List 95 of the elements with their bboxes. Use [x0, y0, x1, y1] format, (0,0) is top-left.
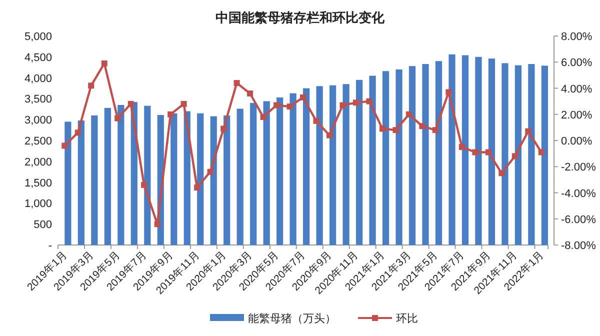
point — [485, 149, 492, 156]
y-tick-label: 2,000 — [24, 156, 52, 168]
y-tick-label: 3,500 — [24, 94, 52, 106]
point — [180, 100, 187, 107]
point — [406, 111, 412, 118]
y-tick-label: 500 — [34, 219, 52, 232]
bar — [224, 115, 230, 245]
bar — [514, 65, 522, 245]
y2-tick-label: 0.00% — [561, 136, 592, 148]
point — [419, 123, 426, 130]
y-tick-label: 4,000 — [24, 72, 52, 85]
point — [352, 100, 359, 106]
bar — [64, 122, 72, 245]
bar — [197, 113, 204, 245]
point — [498, 170, 505, 176]
y2-tick-label: 6.00% — [561, 57, 592, 70]
point — [379, 126, 386, 132]
bar — [210, 116, 217, 245]
bar — [104, 108, 111, 245]
bar — [342, 84, 350, 245]
legend-label: 能繁母猪（万头） — [248, 312, 336, 325]
bar — [184, 111, 190, 245]
bar — [502, 63, 508, 245]
chart-title: 中国能繁母猪存栏和环比变化 — [216, 10, 386, 25]
point — [326, 132, 332, 138]
y2-tick-label: -4.00% — [561, 188, 596, 200]
point — [446, 89, 452, 96]
point — [101, 60, 108, 66]
point — [88, 82, 94, 89]
y2-tick-label: -6.00% — [561, 214, 596, 226]
point — [525, 128, 532, 134]
bar — [528, 64, 535, 245]
bar — [250, 102, 257, 245]
point — [114, 115, 121, 122]
point — [366, 98, 372, 104]
bar — [170, 113, 178, 245]
y2-tick-label: -8.00% — [561, 240, 596, 252]
bar — [382, 71, 390, 245]
point — [74, 130, 81, 136]
bar — [303, 88, 310, 245]
point — [300, 94, 306, 100]
bar — [369, 76, 376, 245]
bar — [435, 61, 442, 245]
bar — [276, 97, 284, 245]
bar — [236, 108, 244, 245]
bar — [396, 69, 402, 245]
point — [392, 127, 399, 134]
point — [432, 127, 438, 134]
bar — [422, 64, 429, 245]
bar — [488, 58, 496, 245]
point — [194, 184, 200, 191]
y-tick-label: 4,500 — [24, 52, 52, 64]
point — [458, 144, 465, 150]
point — [286, 104, 293, 110]
point — [234, 80, 240, 86]
point — [62, 142, 68, 149]
point — [512, 153, 518, 160]
point — [260, 114, 266, 120]
y2-tick-label: 8.00% — [561, 31, 592, 43]
y-tick-label: 1,000 — [24, 198, 52, 210]
point — [313, 118, 320, 124]
point — [141, 182, 148, 188]
bar — [290, 93, 296, 245]
point — [154, 221, 160, 228]
bar — [78, 120, 84, 245]
point — [168, 111, 174, 118]
legend-label: 环比 — [396, 312, 418, 325]
point — [472, 149, 478, 156]
bar — [263, 101, 270, 245]
y2-tick-label: 4.00% — [561, 83, 592, 96]
bar — [118, 104, 124, 245]
bar — [448, 54, 456, 245]
y-tick-label: 1,500 — [24, 177, 52, 190]
y-tick-label: 2,500 — [24, 136, 52, 148]
bar — [462, 55, 469, 245]
y-tick-label: 3,000 — [24, 114, 52, 127]
bar — [541, 66, 548, 245]
y-tick-label: - — [48, 240, 52, 252]
point — [340, 102, 346, 108]
y2-tick-label: 2.00% — [561, 109, 592, 122]
y2-tick-label: -2.00% — [561, 162, 596, 174]
y-tick-label: 5,000 — [24, 31, 52, 43]
bar — [91, 115, 98, 245]
bar — [144, 106, 151, 245]
point — [247, 90, 254, 96]
bar — [408, 66, 416, 245]
point — [207, 168, 214, 175]
bar — [329, 85, 336, 245]
point — [538, 149, 544, 156]
point — [274, 102, 280, 108]
bar — [356, 80, 363, 245]
bar — [475, 56, 482, 245]
bar — [316, 86, 323, 245]
point — [128, 100, 134, 107]
point — [220, 126, 227, 132]
